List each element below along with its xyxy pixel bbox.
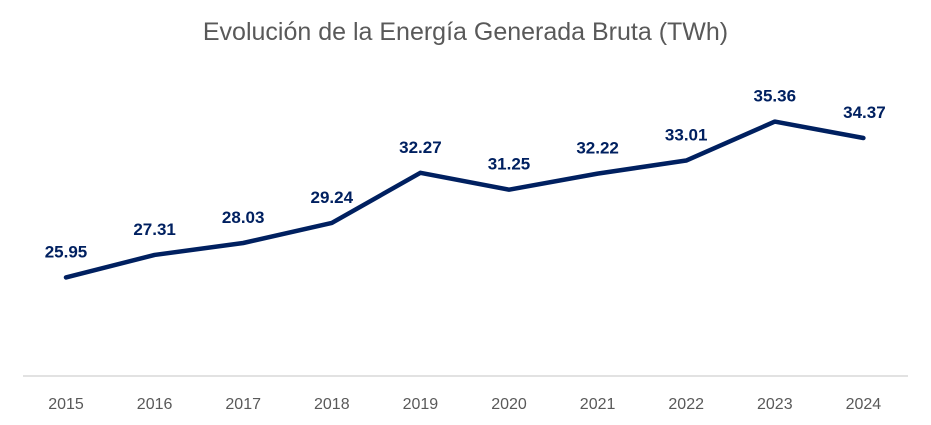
data-label: 34.37 (843, 103, 886, 122)
x-tick-label: 2015 (48, 396, 84, 413)
data-label: 29.24 (311, 188, 354, 207)
data-label: 25.95 (45, 242, 88, 261)
x-tick-label: 2024 (846, 396, 882, 413)
x-tick-label: 2017 (225, 396, 261, 413)
x-tick-label: 2023 (757, 396, 793, 413)
data-label: 28.03 (222, 208, 265, 227)
data-label: 32.22 (576, 139, 619, 158)
data-label: 31.25 (488, 155, 531, 174)
x-tick-label: 2022 (668, 396, 704, 413)
x-tick-label: 2016 (137, 396, 173, 413)
data-label: 35.36 (754, 87, 797, 106)
x-tick-label: 2019 (403, 396, 439, 413)
chart-title: Evolución de la Energía Generada Bruta (… (202, 18, 729, 46)
data-label: 32.27 (399, 138, 442, 157)
x-tick-label: 2018 (314, 396, 350, 413)
data-label: 27.31 (133, 220, 176, 239)
series-line (63, 119, 866, 280)
x-tick-label: 2020 (491, 396, 527, 413)
data-label: 33.01 (665, 126, 708, 145)
x-tick-label: 2021 (580, 396, 616, 413)
